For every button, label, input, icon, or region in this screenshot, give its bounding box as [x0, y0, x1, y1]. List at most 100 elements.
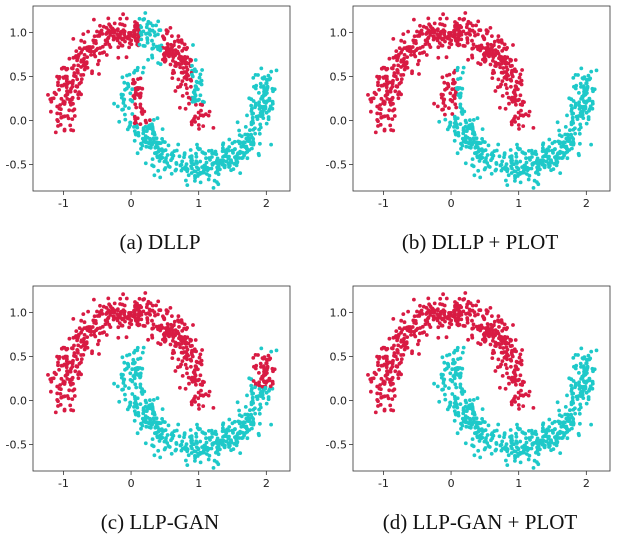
point-class-1 [227, 162, 232, 167]
point-class-1 [258, 141, 262, 146]
point-class-0 [505, 352, 509, 357]
point-class-0 [122, 32, 127, 37]
point-class-0 [457, 296, 462, 301]
point-class-1 [513, 454, 517, 458]
point-class-0 [73, 354, 78, 359]
point-class-0 [101, 24, 106, 29]
point-class-1 [234, 157, 239, 162]
point-class-1 [576, 151, 581, 156]
point-class-1 [245, 418, 250, 423]
point-class-0 [517, 355, 522, 360]
point-class-0 [426, 296, 431, 301]
point-class-0 [399, 38, 404, 43]
point-class-1 [572, 84, 576, 89]
point-class-1 [193, 174, 197, 178]
point-class-0 [418, 23, 422, 28]
point-class-1 [463, 409, 468, 413]
point-class-0 [98, 51, 102, 56]
point-class-0 [520, 103, 525, 107]
point-class-1 [160, 147, 164, 152]
point-class-1 [475, 145, 480, 150]
point-class-0 [115, 316, 120, 321]
point-class-0 [389, 102, 393, 107]
point-class-0 [58, 122, 63, 127]
point-class-0 [79, 38, 84, 43]
point-class-0 [62, 408, 67, 413]
point-class-0 [92, 297, 96, 302]
point-class-1 [579, 365, 583, 369]
point-class-1 [155, 434, 160, 439]
point-class-0 [405, 55, 410, 59]
point-class-0 [375, 398, 380, 402]
point-class-0 [421, 304, 426, 309]
point-class-1 [238, 140, 243, 145]
point-class-0 [450, 112, 455, 116]
point-class-0 [395, 77, 400, 82]
point-class-0 [388, 403, 393, 408]
point-class-0 [176, 61, 181, 66]
point-class-0 [385, 372, 390, 377]
point-class-1 [163, 428, 168, 432]
point-class-1 [577, 371, 581, 375]
point-class-1 [195, 174, 200, 178]
point-class-0 [492, 319, 497, 324]
point-class-0 [439, 309, 444, 314]
point-class-1 [249, 383, 254, 388]
point-class-0 [196, 396, 201, 401]
point-class-0 [378, 122, 383, 127]
point-class-0 [133, 102, 138, 107]
point-class-1 [152, 130, 157, 135]
point-class-0 [138, 102, 143, 107]
point-class-1 [579, 85, 583, 89]
panel-d: -1 0 1 2 1.0 0.5 0.0 -0.5 (d) LLP-GAN + PLOT [320, 280, 640, 550]
point-class-0 [182, 70, 186, 74]
point-class-1 [482, 167, 487, 172]
point-class-1 [140, 416, 145, 421]
point-class-0 [393, 89, 398, 94]
point-class-1 [112, 101, 116, 106]
point-class-1 [480, 432, 484, 436]
point-class-0 [253, 381, 258, 386]
point-class-0 [85, 345, 90, 350]
point-class-1 [496, 142, 501, 147]
point-class-1 [524, 440, 529, 445]
point-class-0 [375, 111, 380, 116]
point-class-0 [65, 377, 70, 381]
point-class-0 [201, 404, 206, 408]
point-class-0 [151, 322, 156, 327]
point-class-1 [148, 29, 153, 33]
point-class-0 [402, 326, 407, 330]
point-class-0 [211, 406, 216, 410]
point-class-0 [452, 70, 456, 75]
point-class-1 [546, 148, 551, 153]
point-class-1 [125, 81, 130, 86]
point-class-0 [267, 378, 272, 383]
point-class-0 [474, 23, 478, 28]
point-class-0 [105, 36, 110, 41]
point-class-1 [475, 434, 480, 439]
point-class-1 [133, 370, 138, 375]
point-class-1 [193, 84, 198, 89]
scatter-points [46, 291, 279, 470]
point-class-0 [90, 71, 94, 76]
point-class-1 [141, 17, 146, 22]
point-class-1 [485, 153, 490, 157]
point-class-1 [529, 428, 534, 433]
point-class-1 [156, 168, 161, 173]
point-class-1 [123, 104, 127, 108]
point-class-0 [71, 108, 75, 113]
point-class-0 [137, 296, 142, 301]
point-class-1 [248, 408, 252, 413]
point-class-1 [263, 87, 268, 92]
point-class-0 [184, 341, 189, 345]
point-class-0 [171, 54, 176, 59]
point-class-0 [180, 359, 185, 363]
point-class-1 [499, 162, 504, 167]
point-class-1 [515, 454, 520, 458]
point-class-0 [194, 382, 198, 387]
point-class-0 [444, 296, 449, 301]
point-class-0 [70, 346, 74, 351]
point-class-1 [569, 103, 574, 108]
point-class-1 [565, 138, 570, 143]
point-class-1 [160, 152, 164, 156]
